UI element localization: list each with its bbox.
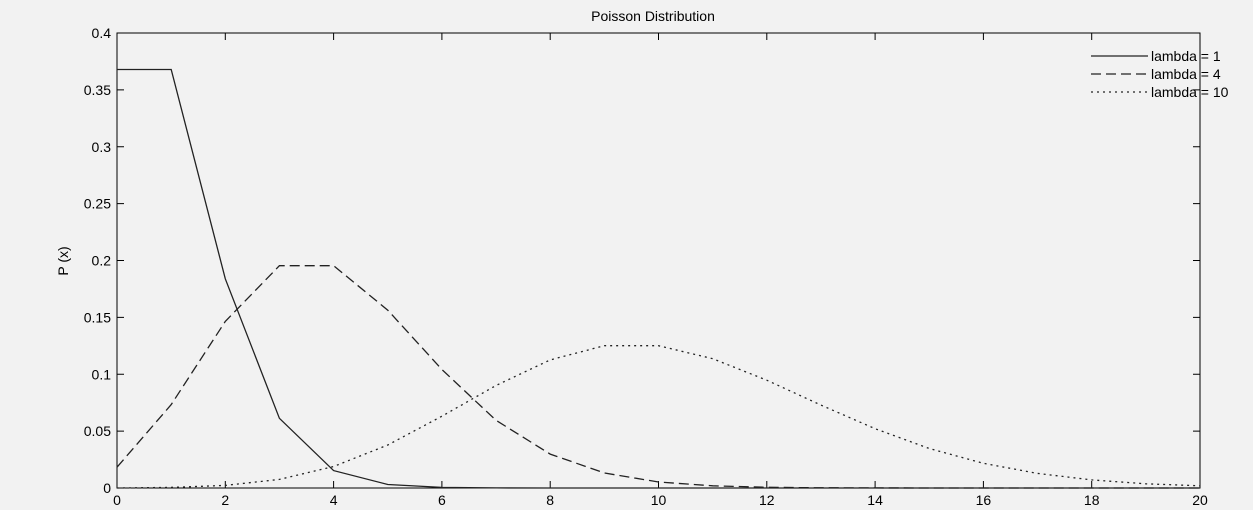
x-tick-label: 14: [867, 492, 883, 508]
plot-frame: [116, 32, 1201, 489]
y-tick-label: 0.25: [84, 196, 111, 212]
y-axis-label: P (x): [55, 246, 71, 275]
x-tick-label: 18: [1084, 492, 1100, 508]
y-tick-label: 0.2: [92, 253, 112, 269]
y-tick-label: 0.05: [84, 423, 111, 439]
axis-ticks: 0 2 4 6 8 10 12 14 16 18 20 0 0.05 0.1 0.15 0.2 0.25 0.3 0…: [84, 25, 1208, 508]
y-tick-label: 0: [103, 480, 111, 496]
chart-title: Poisson Distribution: [591, 8, 715, 24]
legend-label: lambda = 1: [1151, 48, 1221, 64]
y-tick-label: 0.15: [84, 309, 111, 325]
x-tick-label: 0: [113, 492, 121, 508]
x-tick-label: 10: [651, 492, 667, 508]
y-tick-label: 0.1: [92, 366, 112, 382]
y-tick-label: 0.3: [92, 139, 112, 155]
y-tick-label: 0.4: [92, 25, 112, 41]
legend-label: lambda = 4: [1151, 66, 1221, 82]
series-line-3: [116, 345, 1201, 489]
x-tick-label: 20: [1192, 492, 1208, 508]
legend-label: lambda = 10: [1151, 84, 1229, 100]
series-line-2: [116, 265, 1200, 489]
legend: lambda = 1 lambda = 4 lambda = 10: [1091, 48, 1229, 100]
series-line-1: [117, 68, 1200, 489]
x-tick-label: 2: [221, 492, 229, 508]
plot-area: [116, 32, 1201, 489]
y-tick-label: 0.35: [84, 82, 111, 98]
series-layer: [116, 68, 1201, 489]
x-tick-label: 12: [759, 492, 775, 508]
x-tick-label: 16: [976, 492, 992, 508]
x-tick-label: 6: [438, 492, 446, 508]
x-tick-label: 8: [546, 492, 554, 508]
x-tick-label: 4: [330, 492, 338, 508]
